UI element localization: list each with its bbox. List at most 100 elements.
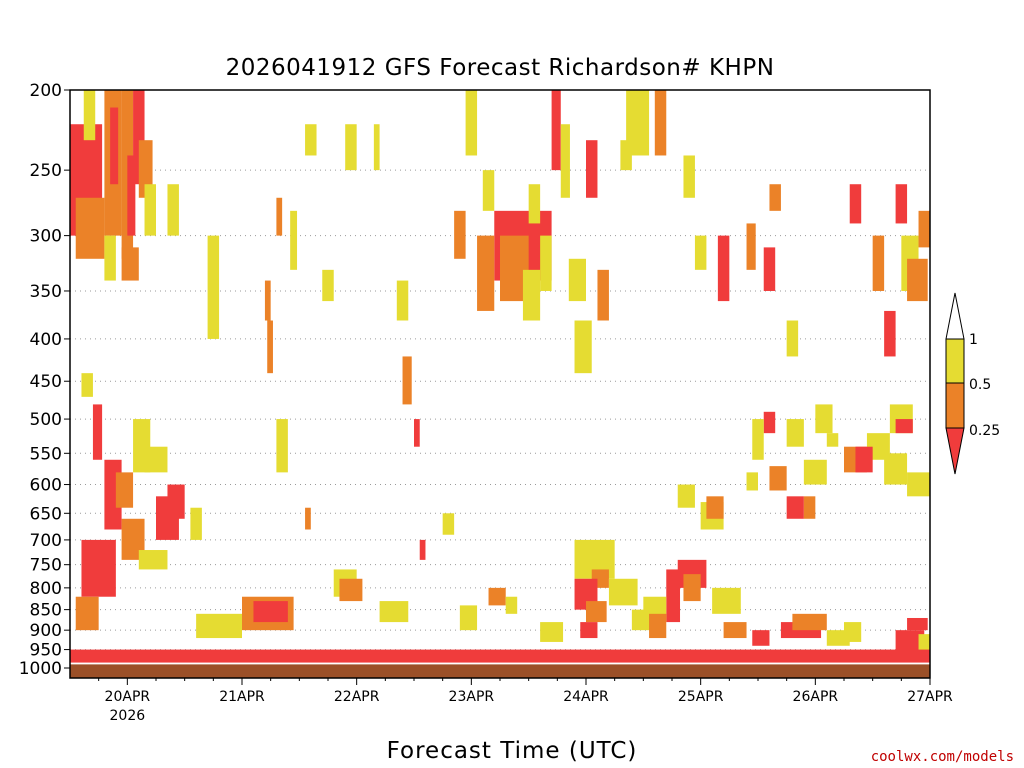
y-tick-label-650: 650 [30,504,62,524]
ri-cell-36 [373,124,380,171]
ri-cell-123 [918,634,930,654]
x-tick-label-1: 21APR [219,689,265,705]
y-tick-label-250: 250 [30,161,62,181]
x-tick-sublabel-0: 2026 [110,708,146,724]
y-tick-label-450: 450 [30,372,62,392]
ri-cell-23 [75,596,99,631]
ri-cell-33 [305,507,311,530]
legend-swatch-0 [945,338,965,384]
ri-cell-75 [895,184,908,224]
ri-cell-28 [267,320,273,374]
ri-cell-89 [746,472,758,491]
ri-cell-122 [907,617,928,631]
ri-cell-59 [586,140,598,198]
x-tick-label-4: 24APR [563,689,609,705]
ri-cell-90 [763,411,776,434]
ri-cell-77 [907,258,928,302]
x-tick-label-3: 23APR [449,689,495,705]
ri-cell-112 [608,578,638,606]
ri-cell-111 [580,622,598,639]
ri-cell-68 [717,235,730,302]
ri-cell-35 [345,124,357,171]
ri-cell-37 [396,280,409,321]
y-tick-label-800: 800 [30,579,62,599]
ri-cell-106 [649,613,667,639]
ri-cell-110 [586,601,607,623]
ri-cell-4 [110,107,119,185]
ri-cell-44 [253,601,288,623]
x-tick-label-2: 22APR [334,689,380,705]
ri-cell-81 [895,419,913,434]
x-axis-title: Forecast Time (UTC) [387,738,638,764]
ri-cell-124 [723,622,747,639]
ri-cell-118 [792,613,827,631]
y-tick-label-200: 200 [30,81,62,101]
ri-cell-25 [190,507,202,540]
ri-cell-57 [551,90,561,171]
y-tick-label-350: 350 [30,282,62,302]
ri-cell-26 [207,235,220,339]
ri-cell-20 [167,484,185,519]
ri-cell-95 [786,496,804,519]
legend-arrow-bottom [945,427,965,475]
x-tick-label-7: 27APR [907,689,953,705]
ri-cell-103 [666,569,681,623]
ri-cell-34 [322,269,334,302]
ri-cell-120 [844,622,862,642]
ri-cell-5 [121,90,134,259]
ri-cell-60 [568,258,586,302]
ri-cell-74 [872,235,885,291]
surface-band [70,664,930,678]
ri-cell-38 [402,356,412,405]
y-tick-label-300: 300 [30,227,62,247]
ri-cell-8 [138,140,153,198]
y-tick-label-1000: 1000 [19,659,62,679]
ri-cell-126 [70,649,930,663]
y-tick-label-700: 700 [30,531,62,551]
ri-cell-32 [276,419,288,473]
ri-cell-65 [654,90,667,156]
ri-cell-92 [786,419,804,447]
ri-cell-42 [339,578,363,602]
x-tick-label-5: 25APR [678,689,724,705]
ri-cell-101 [712,587,741,614]
ri-cell-98 [706,496,724,519]
y-axis: 200 250 300 350 400 450 500 550 600 650 700 750 8008… [19,81,70,679]
y-tick-label-950: 950 [30,641,62,661]
x-axis: 20APR 2026 21APR 22APR 23APR 24APR 25APR 26APR 2… [98,678,953,724]
ri-cell-14 [92,404,103,460]
ri-cell-29 [276,197,283,236]
ri-cell-94 [826,433,839,447]
ri-cell-1 [75,197,105,259]
ri-cell-79 [884,310,896,357]
ri-cell-56 [540,235,552,291]
ri-cell-12 [121,247,139,281]
ri-cell-40 [419,539,426,560]
ri-cell-62 [574,320,592,374]
ri-cell-99 [677,484,695,508]
y-tick-label-500: 500 [30,410,62,430]
ri-cell-48 [454,210,466,259]
credit-text: coolwx.com/models [871,749,1014,765]
legend-label-0: 1 [969,332,978,348]
ri-cell-47 [442,513,455,535]
y-tick-label-400: 400 [30,330,62,350]
ri-cell-73 [849,184,862,224]
chart-title: 2026041912 GFS Forecast Richardson# KHPN [226,55,775,81]
ri-cell-102 [683,574,701,602]
ri-cell-113 [540,622,564,642]
ri-cell-46 [379,601,409,623]
ri-cell-114 [488,587,506,606]
ri-cell-69 [746,223,756,270]
y-tick-label-750: 750 [30,556,62,576]
y-tick-label-600: 600 [30,476,62,496]
ri-cell-91 [752,419,764,460]
ri-cell-24 [138,550,168,570]
ri-cell-54 [522,269,541,321]
ri-cell-27 [264,280,271,321]
ri-cell-55 [528,184,541,224]
y-tick-label-850: 850 [30,601,62,621]
legend: 1 0.5 0.25 [945,292,1000,475]
y-tick-label-900: 900 [30,621,62,641]
ri-cell-66 [683,155,695,198]
